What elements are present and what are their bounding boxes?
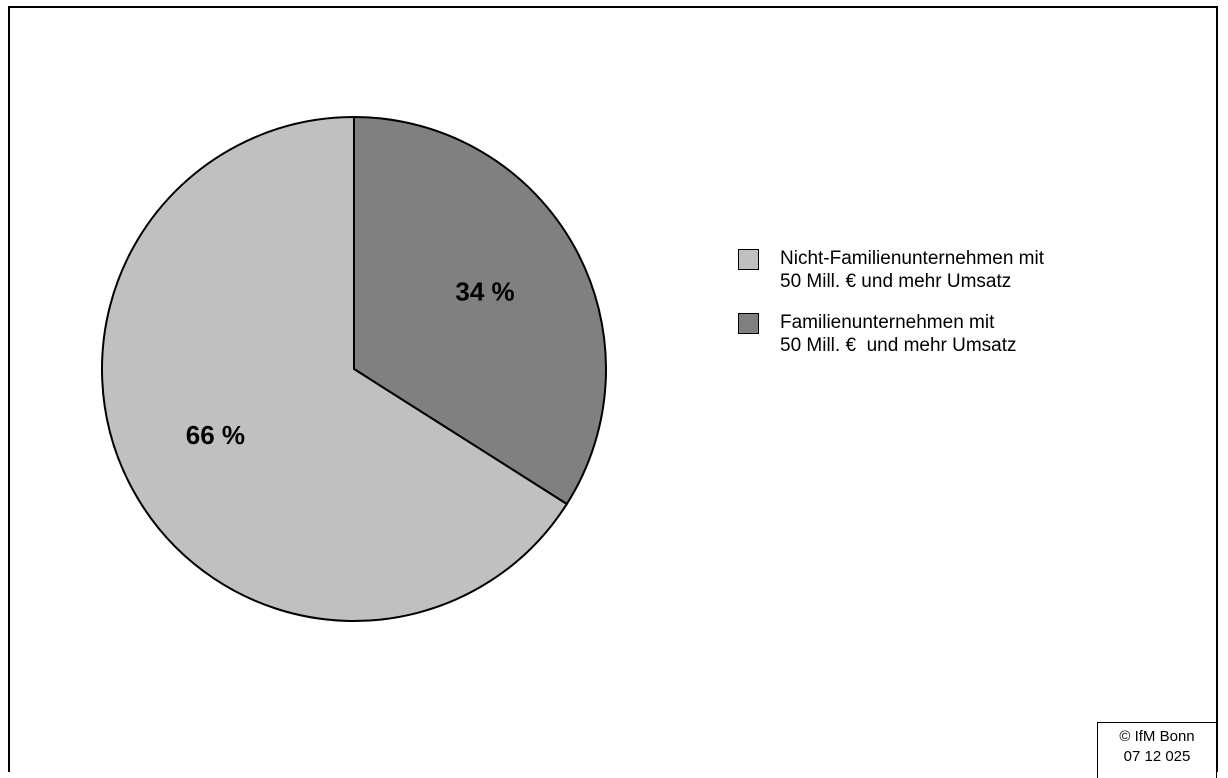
pie-value-label: 66 % — [186, 420, 245, 450]
legend: Nicht-Familienunternehmen mit 50 Mill. €… — [738, 247, 1158, 375]
legend-label-line: 50 Mill. € und mehr Umsatz — [780, 335, 1017, 356]
legend-swatch-dark-gray — [738, 313, 759, 334]
pie-slice-familienunternehmen — [353, 116, 607, 506]
copyright-text: © IfM Bonn — [1119, 728, 1195, 745]
legend-label-line: 50 Mill. € und mehr Umsatz — [780, 271, 1012, 292]
pie-value-labels: 34 % 66 % — [186, 276, 515, 450]
legend-label-line: Nicht-Familienunternehmen mit — [780, 248, 1044, 269]
document-code: 07 12 025 — [1123, 748, 1191, 765]
copyright-box: © IfM Bonn 07 12 025 — [1097, 722, 1217, 778]
legend-item-familienunternehmen: Familienunternehmen mit 50 Mill. € und m… — [738, 311, 1158, 357]
pie-slices — [101, 116, 607, 622]
pie-value-label: 34 % — [455, 276, 514, 306]
legend-label: Nicht-Familienunternehmen mit 50 Mill. €… — [780, 247, 1044, 293]
legend-label: Familienunternehmen mit 50 Mill. € und m… — [780, 311, 1017, 357]
pie-slice-nicht-familienunternehmen — [101, 116, 568, 622]
legend-swatch-light-gray — [738, 249, 759, 270]
legend-item-nicht-familienunternehmen: Nicht-Familienunternehmen mit 50 Mill. €… — [738, 247, 1158, 293]
legend-label-line: Familienunternehmen mit — [780, 312, 995, 333]
